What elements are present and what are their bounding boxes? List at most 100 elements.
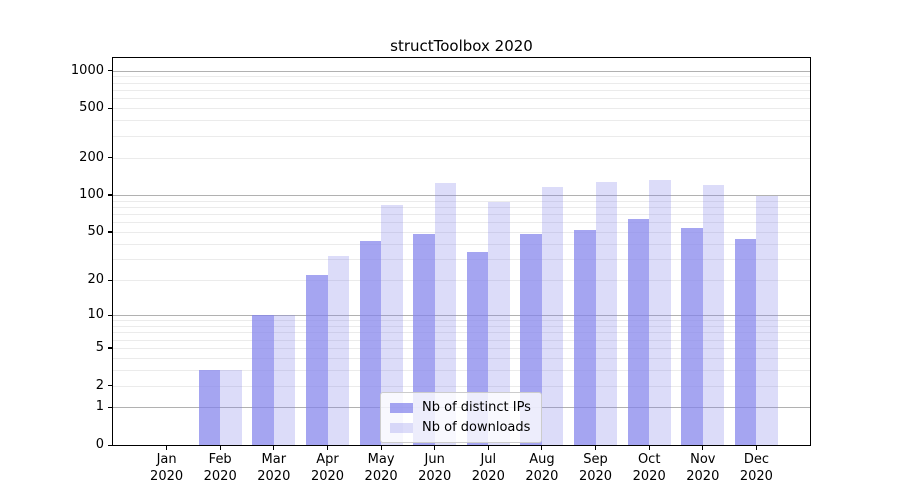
legend-label-distinct-ips: Nb of distinct IPs — [422, 400, 531, 415]
y-axis-tick-label: 50 — [87, 223, 104, 239]
bar-ips-feb — [198, 369, 221, 445]
bar-ips-apr — [306, 275, 328, 445]
legend: Nb of distinct IPs Nb of downloads — [380, 392, 542, 443]
legend-entry-downloads: Nb of downloads — [390, 420, 531, 435]
x-axis-tick — [755, 446, 757, 450]
legend-swatch-distinct-ips — [390, 402, 413, 413]
y-axis-tick — [108, 107, 112, 109]
gridline-minor — [113, 332, 810, 334]
y-axis-tick-label: 10 — [87, 307, 104, 323]
x-axis-tick-label: Jan 2020 — [150, 452, 184, 484]
bar-downloads-sep — [595, 181, 617, 445]
y-axis-tick-label: 5 — [95, 339, 104, 355]
y-axis-tick-label: 200 — [79, 149, 104, 165]
x-axis-tick-label: Oct 2020 — [632, 452, 666, 484]
bar-downloads-nov — [702, 185, 725, 445]
gridline-major — [113, 194, 810, 196]
legend-label-downloads: Nb of downloads — [422, 420, 531, 435]
x-axis-tick-label: Mar 2020 — [257, 452, 291, 484]
gridline-minor — [113, 76, 810, 78]
legend-swatch-downloads — [390, 422, 413, 433]
x-axis-tick-label: Sep 2020 — [578, 452, 613, 484]
bar-ips-may — [359, 241, 382, 445]
bar-ips-oct — [627, 218, 650, 445]
gridline-minor — [113, 369, 810, 371]
y-axis-tick-label: 0 — [95, 437, 104, 452]
gridline-minor — [113, 214, 810, 215]
gridline-major — [113, 70, 810, 72]
gridline-major — [113, 315, 810, 317]
x-axis-tick — [541, 446, 543, 450]
x-axis-tick — [594, 446, 597, 450]
gridline-minor — [113, 82, 810, 84]
y-axis-tick-label: 500 — [79, 100, 104, 116]
y-axis-tick — [108, 231, 112, 233]
y-axis-tick-label: 20 — [87, 272, 104, 287]
y-axis-tick — [108, 347, 112, 349]
gridline-minor — [113, 243, 810, 245]
x-axis-tick — [326, 446, 329, 450]
gridline-minor — [113, 357, 810, 359]
bar-downloads-jun — [434, 182, 457, 445]
bar-downloads-apr — [327, 255, 349, 445]
x-axis-tick — [166, 446, 168, 450]
x-axis-tick — [380, 446, 382, 450]
y-axis-tick — [108, 444, 112, 446]
x-axis-tick-label: May 2020 — [364, 452, 398, 484]
bar-downloads-aug — [541, 187, 564, 445]
gridline-minor — [113, 320, 810, 322]
y-axis-tick — [108, 406, 112, 409]
x-axis-tick-label: Nov 2020 — [686, 452, 720, 484]
gridline-minor — [113, 89, 810, 91]
x-axis-tick — [648, 446, 650, 450]
y-axis-tick — [108, 385, 112, 387]
bar-downloads-dec — [756, 195, 778, 445]
bar-downloads-may — [381, 204, 403, 445]
gridline-minor — [113, 157, 810, 159]
gridline-minor — [113, 206, 810, 208]
x-axis-tick-label: Feb 2020 — [203, 452, 237, 484]
x-axis-tick-label: Dec 2020 — [739, 452, 773, 484]
legend-entry-distinct-ips: Nb of distinct IPs — [390, 400, 531, 415]
gridline-minor — [113, 98, 810, 100]
y-axis-tick — [108, 70, 112, 72]
x-axis-tick-label: Aug 2020 — [525, 452, 559, 484]
gridline-minor — [113, 347, 810, 349]
bar-ips-mar — [252, 315, 274, 445]
y-axis-tick — [108, 314, 112, 316]
gridline-minor — [113, 258, 810, 260]
gridline-minor — [113, 200, 810, 202]
bar-ips-sep — [574, 229, 596, 445]
gridline-minor — [113, 280, 810, 281]
gridline-minor — [113, 222, 810, 224]
gridline-minor — [113, 231, 810, 233]
bar-downloads-oct — [649, 179, 671, 445]
bar-ips-nov — [681, 227, 703, 445]
gridline-minor — [113, 339, 810, 341]
x-axis-tick-label: Jul 2020 — [471, 452, 505, 484]
y-axis-tick — [108, 194, 112, 196]
y-axis-tick — [108, 279, 112, 281]
gridline-minor — [113, 325, 810, 327]
y-axis-tick — [108, 157, 112, 159]
y-axis-tick-label: 2 — [95, 377, 104, 393]
gridline-minor — [113, 385, 810, 387]
gridline-minor — [113, 135, 810, 137]
x-axis-tick — [434, 446, 436, 450]
x-axis-tick — [273, 446, 275, 450]
x-axis-tick — [487, 446, 489, 450]
x-axis-tick-label: Jun 2020 — [418, 452, 452, 484]
x-axis-tick — [219, 446, 221, 450]
bar-ips-dec — [734, 238, 757, 445]
plot-area — [113, 58, 810, 445]
gridline-minor — [113, 120, 810, 122]
bar-downloads-jul — [488, 201, 510, 445]
y-axis-tick-label: 1 — [95, 399, 104, 415]
y-axis-tick-label: 1000 — [70, 62, 104, 78]
y-axis-tick-label: 100 — [79, 186, 104, 202]
bar-downloads-mar — [273, 315, 296, 445]
bar-downloads-feb — [220, 369, 242, 445]
gridline-minor — [113, 108, 810, 110]
x-axis-tick — [702, 446, 704, 450]
